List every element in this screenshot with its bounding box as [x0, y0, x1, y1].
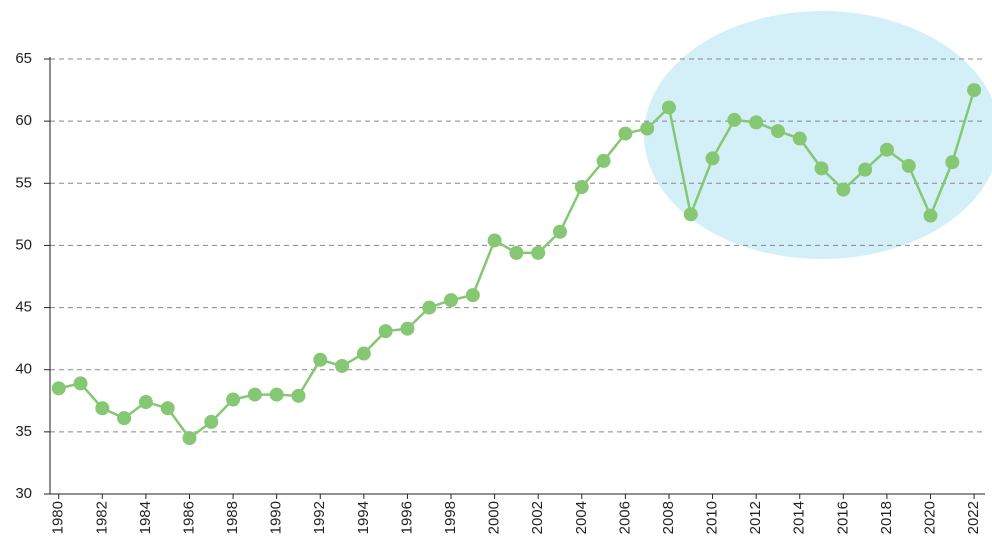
point: [117, 411, 132, 426]
x-tick-label: 2018: [878, 501, 895, 534]
point: [770, 124, 785, 139]
point: [247, 387, 262, 402]
point: [160, 401, 175, 416]
point: [858, 162, 873, 177]
y-tick-label: 30: [15, 485, 32, 502]
point: [226, 392, 241, 407]
point: [487, 233, 502, 248]
point: [640, 121, 655, 136]
x-tick-label: 2010: [704, 501, 721, 534]
y-tick-label: 45: [15, 299, 32, 316]
point: [444, 293, 459, 308]
x-tick-label: 2004: [573, 501, 590, 534]
point: [553, 224, 567, 239]
x-tick-label: 2014: [791, 501, 808, 534]
y-tick-label: 55: [15, 174, 32, 191]
point: [400, 321, 415, 336]
x-tick-label: 1984: [137, 501, 154, 534]
point: [814, 161, 829, 176]
point: [204, 414, 219, 429]
point: [792, 131, 807, 146]
x-tick-label: 2002: [529, 501, 546, 534]
point: [661, 100, 676, 115]
y-tick-label: 60: [15, 112, 32, 129]
point: [182, 431, 197, 446]
highlight-ellipse: [644, 11, 992, 259]
x-tick-label: 1986: [180, 501, 197, 534]
point: [574, 180, 589, 195]
x-tick-label: 1990: [268, 501, 285, 534]
point: [531, 245, 546, 260]
point: [923, 208, 938, 223]
point: [356, 346, 371, 361]
x-tick-label: 1994: [355, 501, 372, 534]
point: [291, 388, 306, 403]
point: [335, 358, 350, 373]
point: [51, 381, 66, 396]
point: [422, 300, 437, 315]
point: [749, 115, 764, 130]
x-tick-label: 2016: [834, 501, 851, 534]
x-tick-label: 1988: [224, 501, 241, 534]
x-tick-label: 1992: [311, 501, 328, 534]
point: [509, 245, 524, 260]
point: [836, 182, 851, 197]
point: [313, 352, 328, 367]
x-tick-label: 1996: [398, 501, 415, 534]
x-tick-label: 1982: [93, 501, 110, 534]
x-tick-label: 2012: [747, 501, 764, 534]
point: [879, 142, 894, 157]
point: [378, 324, 393, 339]
point: [945, 155, 960, 170]
x-tick-label: 2022: [965, 501, 982, 534]
x-tick-label: 2020: [921, 501, 938, 534]
y-tick-label: 40: [15, 361, 32, 378]
point: [618, 126, 633, 141]
point: [727, 112, 742, 127]
point: [596, 153, 611, 168]
x-tick-label: 2008: [660, 501, 677, 534]
point: [95, 401, 110, 416]
point: [901, 158, 916, 173]
y-tick-label: 35: [15, 423, 32, 440]
point: [683, 207, 698, 222]
point: [73, 376, 88, 391]
point: [465, 288, 480, 303]
x-tick-label: 2000: [486, 501, 503, 534]
point: [967, 83, 982, 98]
point: [705, 151, 720, 166]
y-tick-label: 65: [15, 50, 32, 67]
x-tick-label: 1998: [442, 501, 459, 534]
point: [269, 387, 284, 402]
y-tick-label: 50: [15, 236, 32, 253]
point: [138, 395, 153, 410]
x-tick-label: 1980: [50, 501, 67, 534]
x-tick-label: 2006: [616, 501, 633, 534]
